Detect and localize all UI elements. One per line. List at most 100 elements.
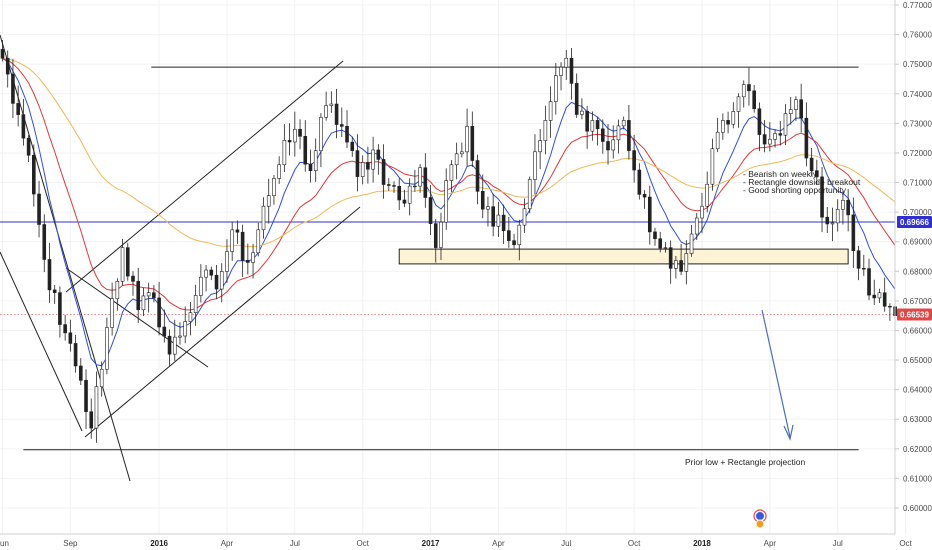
candle-body: [527, 179, 532, 210]
candle-body: [486, 206, 490, 210]
candle-body: [715, 131, 720, 150]
y-tick-label: 0.71000: [903, 179, 932, 188]
candle-body: [371, 149, 375, 170]
annotation-line-2: - Rectangle downside breakout: [743, 177, 861, 187]
x-tick-label: Jul: [833, 539, 843, 548]
candle-body: [293, 128, 297, 143]
candle-body: [809, 157, 814, 171]
rectangle-zone: [398, 248, 849, 265]
flag-icon[interactable]: [753, 509, 767, 529]
trend-line: [65, 60, 344, 293]
candle-body: [413, 185, 417, 188]
candle-body: [37, 193, 41, 225]
candle-body: [99, 368, 104, 388]
candle-body: [16, 103, 20, 115]
candle-body: [642, 194, 647, 198]
candle-body: [574, 83, 579, 115]
candle-body: [433, 223, 438, 248]
trend-line: [84, 206, 361, 438]
candle-body: [533, 151, 537, 180]
candle-body: [841, 199, 845, 210]
x-tick-label: Apr: [221, 539, 234, 548]
candle-body: [846, 199, 850, 216]
y-tick-label: 0.64000: [903, 386, 932, 395]
candle-body: [308, 163, 313, 171]
price-badge: [897, 216, 932, 229]
candle-body: [329, 103, 334, 106]
price-badge-label: 0.66539: [900, 311, 929, 320]
candle-body: [694, 217, 699, 235]
candle-body: [5, 57, 10, 75]
moving-averages: [2, 57, 896, 367]
candles: [0, 40, 897, 443]
trend-line: [65, 267, 209, 368]
candle-body: [585, 110, 589, 132]
candle-body: [63, 324, 67, 334]
moving-average-line: [2, 57, 896, 248]
candle-body: [444, 180, 449, 223]
candle-body: [21, 114, 26, 139]
candle-body: [783, 113, 788, 136]
candle-body: [663, 247, 668, 249]
candle-body: [548, 101, 553, 121]
candle-body: [94, 386, 99, 429]
candle-body: [804, 117, 809, 159]
candle-body: [298, 128, 302, 137]
x-tick-label: 2017: [422, 539, 440, 548]
candle-body: [339, 124, 344, 127]
candle-body: [136, 281, 141, 311]
price-axis[interactable]: 0.60000 0.61000 0.62000 0.63000 0.64000 0.650…: [895, 1, 932, 513]
candle-body: [606, 141, 610, 151]
candle-body: [637, 169, 642, 195]
candle-body: [705, 183, 710, 207]
candle-body: [580, 110, 584, 115]
candle-body: [167, 335, 172, 355]
candle-body: [272, 178, 276, 196]
candle-body: [397, 186, 402, 201]
candle-body: [79, 365, 83, 381]
candle-body: [428, 197, 433, 224]
candle-body: [778, 133, 783, 136]
candle-body: [0, 49, 5, 59]
candle-body: [590, 120, 595, 132]
trend-line: [0, 34, 131, 482]
candle-body: [141, 295, 146, 311]
candle-body: [882, 292, 887, 307]
candle-body: [178, 335, 182, 338]
candle-body: [251, 252, 255, 263]
candle-body: [324, 105, 328, 118]
candle-body: [402, 199, 407, 204]
candle-body: [501, 214, 506, 231]
candle-body: [820, 176, 824, 218]
candle-body: [26, 137, 31, 156]
candle-body: [199, 276, 203, 296]
candle-body: [89, 411, 94, 429]
x-tick-label: 2018: [693, 539, 711, 548]
candle-body: [360, 162, 365, 177]
projection-arrow: [761, 309, 794, 441]
candle-body: [42, 224, 47, 260]
candle-body: [120, 247, 125, 282]
candle-body: [491, 206, 495, 227]
candle-body: [475, 160, 480, 192]
candle-body: [611, 139, 616, 151]
x-tick-label: Oct: [899, 539, 912, 548]
candle-body: [747, 84, 751, 92]
candle-body: [647, 196, 652, 233]
candle-body: [888, 305, 892, 308]
candle-body: [460, 151, 464, 155]
candle-body: [214, 274, 219, 290]
candle-body: [867, 268, 871, 296]
candle-body: [595, 120, 600, 130]
candle-body: [152, 292, 156, 299]
candle-body: [856, 250, 861, 269]
candle-body: [418, 167, 422, 187]
candle-body: [470, 126, 475, 161]
candle-body: [172, 336, 177, 355]
time-axis[interactable]: Jun Sep 2016 Apr Jul Oct 2017 Apr Jul Oct 2018 Apr J…: [0, 539, 932, 548]
candle-body: [392, 185, 396, 187]
candle-body: [627, 120, 631, 151]
candle-body: [157, 297, 161, 328]
candle-body: [700, 205, 704, 219]
